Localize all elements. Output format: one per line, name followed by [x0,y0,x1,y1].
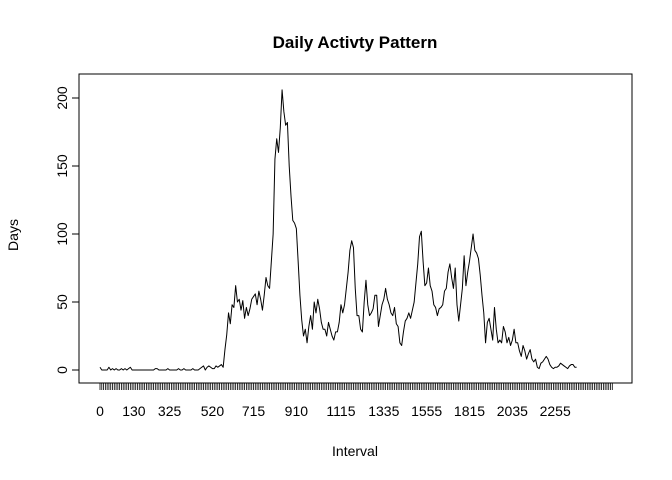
chart-title: Daily Activty Pattern [273,33,438,52]
y-axis: 0 50 100 150 200 [54,86,80,374]
x-tick-label: 1115 [326,403,355,419]
x-tick-label: 520 [201,403,225,419]
y-tick-label: 50 [54,294,70,310]
x-tick-label: 2255 [540,403,571,419]
x-tick-label: 1555 [411,403,442,419]
x-tick-label: 325 [158,403,182,419]
x-axis-label: Interval [332,443,378,459]
y-tick-label: 150 [54,154,70,178]
y-tick-label: 200 [54,86,70,110]
plot-frame [78,73,633,384]
x-tick-label: 910 [285,403,309,419]
y-tick-label: 0 [54,366,70,374]
x-tick-label: 1815 [454,403,485,419]
y-axis-label: Days [5,219,21,251]
series-line [99,89,577,371]
x-tick-label: 0 [96,403,104,419]
x-tick-label: 2035 [497,403,528,419]
x-tick-label: 130 [122,403,146,419]
x-tick-label: 715 [242,403,266,419]
x-axis: 0 130 325 520 715 910 1115 1335 1555 1815 2035 2255 [96,382,613,419]
x-tick-label: 1335 [368,403,399,419]
y-tick-label: 100 [54,222,70,246]
